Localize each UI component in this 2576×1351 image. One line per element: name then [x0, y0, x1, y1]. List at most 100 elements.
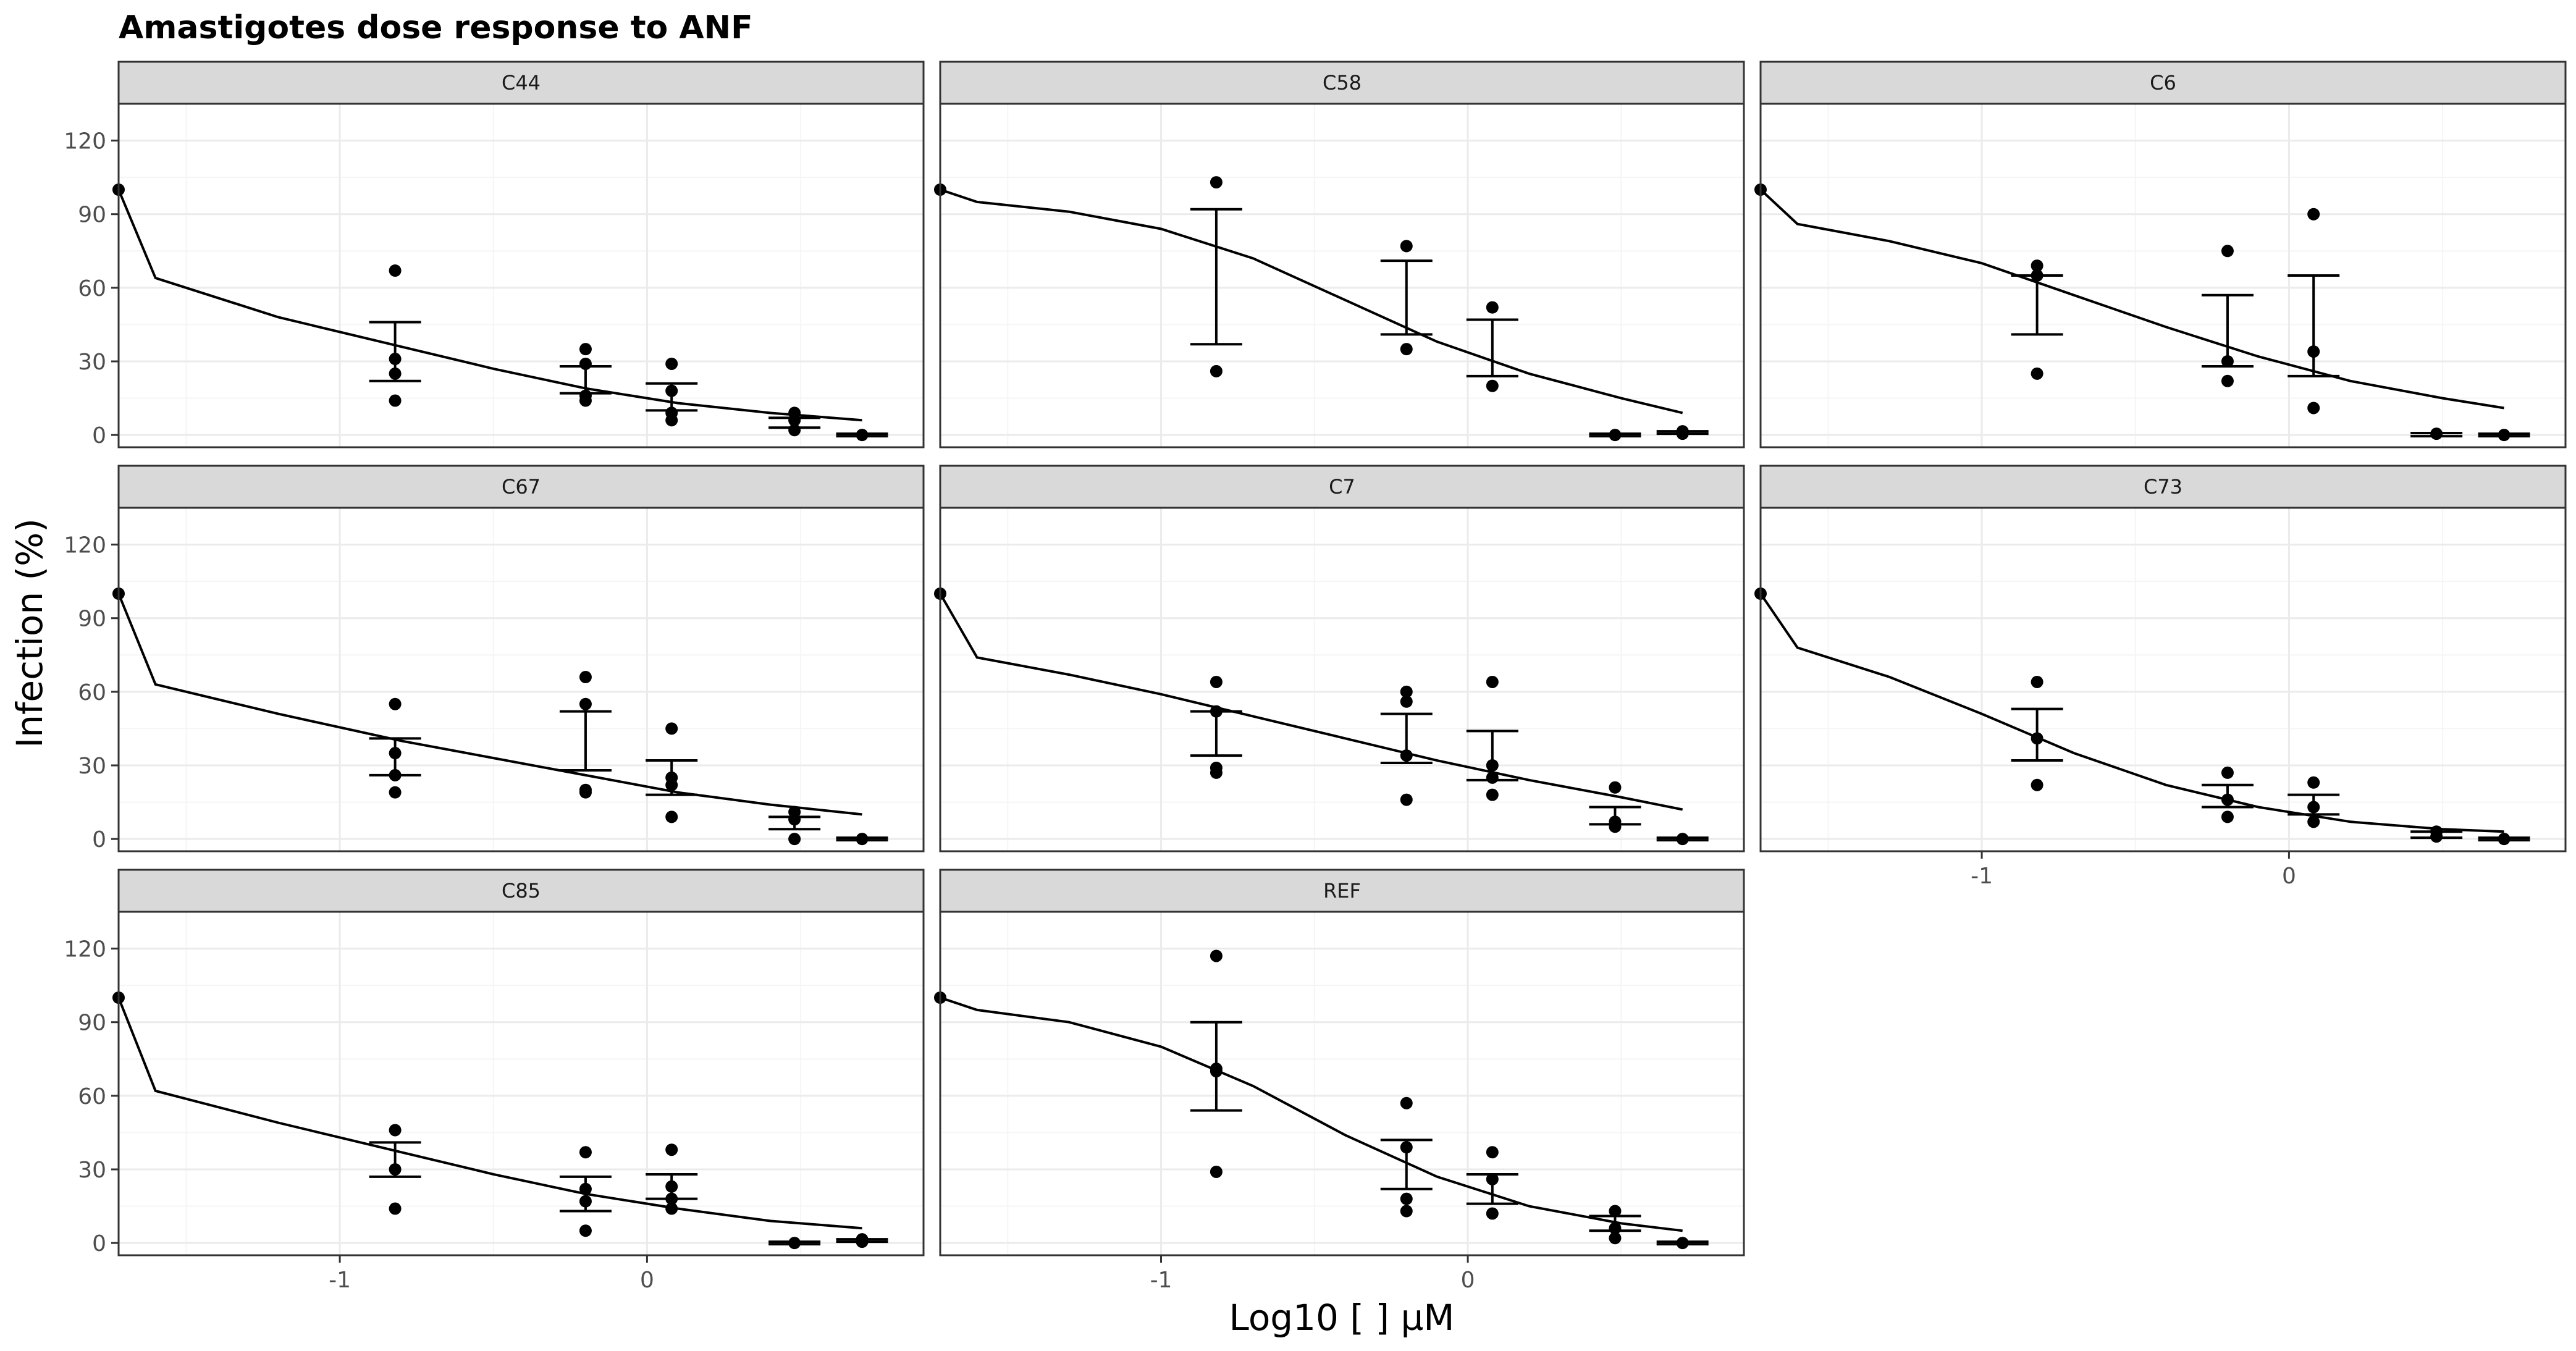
data-point [1609, 781, 1622, 794]
data-point [1676, 427, 1689, 440]
y-tick-label: 90 [78, 607, 106, 632]
data-point [2498, 429, 2511, 442]
y-tick-label: 60 [78, 1084, 106, 1109]
data-point [1486, 379, 1499, 392]
data-point [788, 813, 801, 826]
data-point [1400, 1205, 1413, 1218]
panel-border [1759, 103, 2567, 448]
data-point [579, 357, 592, 370]
data-point [665, 1143, 678, 1156]
data-point [579, 786, 592, 799]
panel-c58: C58 [934, 61, 1745, 448]
data-point [856, 833, 869, 846]
data-point [2307, 776, 2320, 789]
data-point [389, 1202, 402, 1215]
y-tick-label: 0 [92, 827, 106, 852]
y-tick-label: 90 [78, 1011, 106, 1036]
data-point [2031, 675, 2044, 688]
fit-curve-c67 [117, 593, 862, 816]
x-tick-label: -1 [1150, 1268, 1172, 1293]
data-point [2430, 830, 2443, 843]
data-point [1400, 240, 1413, 253]
data-point [1400, 749, 1413, 762]
data-point [2031, 259, 2044, 272]
strip-c85 [117, 869, 925, 913]
panel-c85: C85 0 30 60 90 120 -1 0 [64, 869, 925, 1293]
y-tick-label: 60 [78, 680, 106, 705]
data-point [1676, 833, 1689, 846]
data-point [665, 778, 678, 791]
data-point [579, 394, 592, 407]
data-point [1400, 685, 1413, 698]
fit-curve-c6 [1759, 188, 2504, 410]
strip-label-c58: C58 [1323, 71, 1362, 95]
strip-c6 [1759, 61, 2567, 105]
strip-label-c73: C73 [2144, 475, 2182, 499]
data-point [665, 1192, 678, 1205]
data-point [1609, 1232, 1622, 1245]
x-axis-title: Log10 [ ] µM [1229, 1297, 1455, 1339]
data-point [788, 833, 801, 846]
data-point [2031, 367, 2044, 380]
data-point [389, 1124, 402, 1137]
data-point [579, 1146, 592, 1159]
data-point [1210, 364, 1223, 377]
data-point [1676, 1237, 1689, 1250]
error-bar [559, 710, 612, 772]
data-point [579, 1224, 592, 1237]
data-point [1486, 788, 1499, 801]
data-point [1400, 1192, 1413, 1205]
data-point [389, 697, 402, 710]
data-point [2031, 269, 2044, 282]
data-point [665, 414, 678, 427]
data-point [389, 768, 402, 781]
data-point [1210, 675, 1223, 688]
data-point [389, 786, 402, 799]
data-point [1486, 301, 1499, 314]
data-point [2307, 801, 2320, 814]
strip-c58 [939, 61, 1745, 105]
data-point [2307, 345, 2320, 358]
data-point [389, 747, 402, 760]
data-point [389, 394, 402, 407]
data-point [2221, 810, 2234, 823]
panel-background [119, 912, 924, 1255]
error-bar [1466, 318, 1518, 377]
strip-label-c44: C44 [502, 71, 541, 95]
data-point [665, 1202, 678, 1215]
data-point [579, 1182, 592, 1195]
panel-background [940, 104, 1744, 447]
panel-ref: REF -1 0 [934, 869, 1745, 1293]
fit-curve-c85 [117, 997, 862, 1230]
data-point [1486, 1146, 1499, 1159]
data-point [856, 1235, 869, 1248]
panel-border [117, 507, 925, 852]
panel-c6: C6 [1754, 61, 2567, 448]
y-tick-label: 30 [78, 754, 106, 779]
data-point [1400, 1096, 1413, 1109]
data-point [579, 671, 592, 684]
y-tick-label: 30 [78, 350, 106, 375]
data-point [579, 343, 592, 356]
panel-border [1759, 507, 2567, 852]
data-point [1486, 771, 1499, 784]
data-point [665, 357, 678, 370]
data-point [389, 367, 402, 380]
strip-ref [939, 869, 1745, 913]
data-point [1210, 1165, 1223, 1178]
data-point [1210, 1065, 1223, 1078]
panel-background [940, 508, 1744, 851]
panel-c44: C44 0 30 60 90 120 [64, 61, 925, 448]
panel-border [939, 103, 1745, 448]
y-tick-label: 90 [78, 203, 106, 228]
panel-background [940, 912, 1744, 1255]
chart-title: Amastigotes dose response to ANF [119, 9, 753, 46]
panel-background [1761, 104, 2565, 447]
error-bar [2288, 274, 2340, 377]
y-tick-label: 60 [78, 276, 106, 301]
data-point [2307, 208, 2320, 221]
data-point [665, 384, 678, 397]
data-point [665, 1180, 678, 1193]
data-point [2221, 766, 2234, 779]
